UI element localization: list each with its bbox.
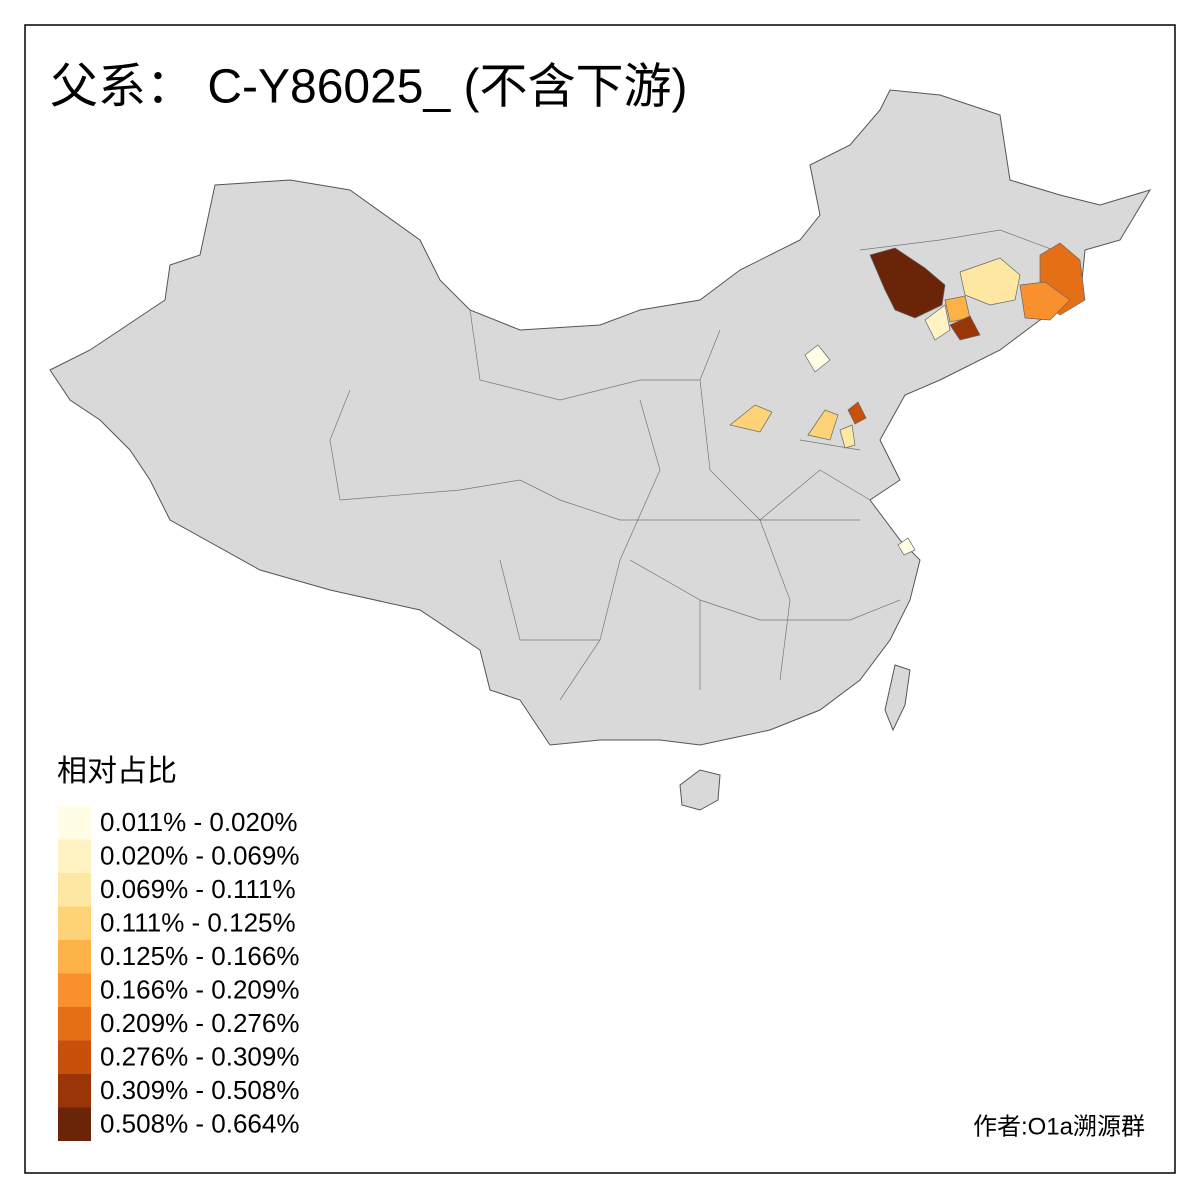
region — [807, 409, 839, 441]
china-map — [49, 89, 1152, 811]
legend-label: 0.125% - 0.166% — [100, 941, 299, 971]
region — [949, 315, 981, 341]
legend-swatch — [58, 806, 91, 840]
region — [729, 404, 773, 433]
legend-label: 0.276% - 0.309% — [100, 1041, 299, 1071]
region — [869, 247, 946, 319]
legend-label: 0.020% - 0.069% — [100, 840, 299, 870]
region — [847, 401, 867, 425]
legend-swatch — [58, 1007, 91, 1041]
legend-label: 0.111% - 0.125% — [100, 907, 296, 937]
region — [1019, 281, 1071, 321]
legend-swatch — [58, 1074, 91, 1108]
legend-label: 0.069% - 0.111% — [100, 874, 296, 904]
taiwan — [884, 664, 911, 732]
legend-swatch — [58, 906, 91, 940]
province-borders — [329, 229, 1081, 701]
legend-swatch — [58, 973, 91, 1007]
legend-label: 0.309% - 0.508% — [100, 1075, 299, 1105]
legend-swatch — [58, 873, 91, 907]
region — [959, 257, 1021, 306]
credit: 作者:O1a溯源群 — [973, 1113, 1145, 1140]
legend-label: 0.011% - 0.020% — [100, 807, 298, 837]
legend: 0.011% - 0.020%0.020% - 0.069% 0.069% - 0… — [58, 806, 299, 1141]
region — [897, 537, 916, 556]
legend-label: 0.508% - 0.664% — [100, 1108, 299, 1138]
legend-swatch — [58, 940, 91, 974]
legend-swatch — [58, 839, 91, 873]
legend-label: 0.166% - 0.209% — [100, 974, 299, 1004]
region — [804, 344, 831, 373]
legend-swatch — [58, 1107, 91, 1141]
region — [924, 304, 951, 341]
map-title: 父系： C-Y86025_ (不含下游) — [50, 61, 687, 114]
region — [839, 424, 856, 449]
legend-label: 0.209% - 0.276% — [100, 1008, 299, 1038]
legend-title: 相对占比 — [57, 755, 177, 788]
legend-swatch — [58, 1040, 91, 1074]
hainan — [679, 769, 721, 811]
